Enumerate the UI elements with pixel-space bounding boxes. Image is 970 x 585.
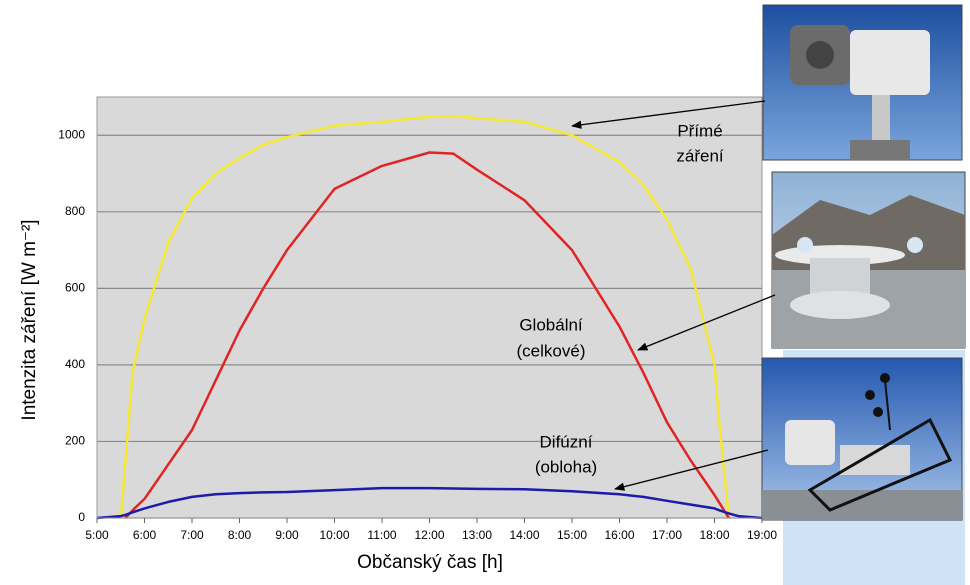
annotation: Difúzní (540, 432, 593, 451)
annotation: záření (676, 146, 724, 165)
x-axis-label: Občanský čas [h] (357, 552, 503, 573)
plot-area (97, 97, 762, 518)
x-tick-label: 7:00 (180, 528, 204, 542)
y-axis-label: Intenzita záření [W m⁻²] (19, 219, 40, 420)
x-tick-label: 12:00 (414, 528, 444, 542)
series-line (119, 114, 731, 519)
annotation: Globální (519, 315, 583, 334)
x-tick-label: 8:00 (228, 528, 252, 542)
photo-diffuse (761, 357, 963, 521)
annotation: (celkové) (517, 341, 586, 360)
annotation: Přímé (677, 121, 722, 140)
x-tick-label: 15:00 (557, 528, 587, 542)
x-tick-label: 16:00 (604, 528, 634, 542)
x-tick-label: 6:00 (133, 528, 157, 542)
x-tick-label: 14:00 (509, 528, 539, 542)
x-tick-label: 10:00 (319, 528, 349, 542)
series-line (124, 151, 730, 519)
y-tick-label: 800 (65, 204, 85, 218)
x-tick-label: 13:00 (462, 528, 492, 542)
y-tick-label: 200 (65, 434, 85, 448)
x-tick-label: 17:00 (652, 528, 682, 542)
photo-global (771, 171, 966, 349)
y-tick-label: 1000 (58, 127, 85, 141)
y-tick-label: 600 (65, 281, 85, 295)
x-tick-label: 5:00 (85, 528, 109, 542)
x-tick-label: 19:00 (747, 528, 777, 542)
annotation-arrows (570, 100, 776, 491)
x-tick-label: 9:00 (275, 528, 299, 542)
series-line (96, 486, 763, 520)
photo-direct (762, 4, 963, 161)
y-tick-label: 400 (65, 357, 85, 371)
x-tick-label: 11:00 (367, 528, 396, 542)
y-tick-label: 0 (78, 510, 85, 524)
annotation: (obloha) (535, 457, 597, 476)
x-tick-label: 18:00 (699, 528, 729, 542)
